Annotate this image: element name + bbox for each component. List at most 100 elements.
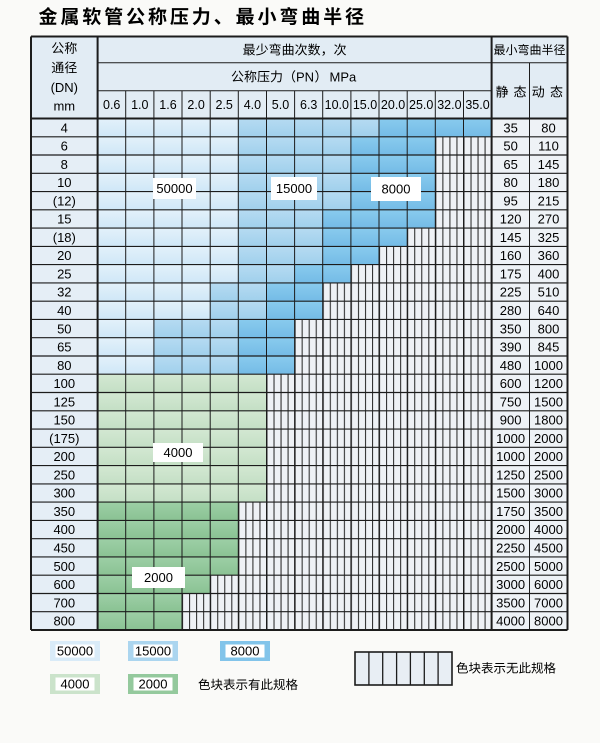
svg-text:750: 750: [500, 394, 522, 409]
svg-text:1500: 1500: [496, 486, 525, 501]
svg-text:(18): (18): [53, 230, 76, 245]
svg-text:250: 250: [53, 467, 75, 482]
svg-text:800: 800: [53, 614, 75, 629]
svg-text:40: 40: [57, 303, 71, 318]
svg-text:4500: 4500: [534, 541, 563, 556]
svg-text:125: 125: [53, 394, 75, 409]
svg-text:600: 600: [500, 376, 522, 391]
svg-text:145: 145: [538, 157, 560, 172]
svg-text:65: 65: [57, 340, 71, 355]
svg-text:8000: 8000: [534, 614, 563, 629]
svg-text:10.0: 10.0: [325, 98, 349, 112]
svg-text:400: 400: [538, 267, 560, 282]
svg-text:900: 900: [500, 413, 522, 428]
svg-text:2000: 2000: [496, 522, 525, 537]
svg-text:50: 50: [503, 139, 517, 154]
svg-text:8000: 8000: [382, 182, 411, 197]
svg-text:35.0: 35.0: [465, 98, 489, 112]
svg-text:215: 215: [538, 193, 560, 208]
svg-text:1000: 1000: [534, 358, 563, 373]
svg-text:1.0: 1.0: [131, 98, 148, 112]
svg-text:mm: mm: [53, 99, 75, 114]
svg-text:150: 150: [53, 413, 75, 428]
svg-text:450: 450: [53, 541, 75, 556]
svg-text:6: 6: [61, 139, 68, 154]
svg-text:15000: 15000: [135, 644, 171, 659]
svg-text:2.0: 2.0: [187, 98, 204, 112]
svg-text:4: 4: [61, 120, 68, 135]
svg-text:4000: 4000: [61, 677, 90, 692]
svg-text:700: 700: [53, 595, 75, 610]
svg-text:8: 8: [61, 157, 68, 172]
svg-text:1000: 1000: [496, 431, 525, 446]
svg-text:5.0: 5.0: [272, 98, 289, 112]
svg-text:25.0: 25.0: [409, 98, 433, 112]
svg-text:35: 35: [503, 120, 517, 135]
svg-text:350: 350: [500, 321, 522, 336]
svg-text:3000: 3000: [496, 577, 525, 592]
svg-text:360: 360: [538, 248, 560, 263]
svg-text:0.6: 0.6: [103, 98, 120, 112]
svg-text:6.3: 6.3: [300, 98, 317, 112]
svg-text:2000: 2000: [144, 570, 173, 585]
svg-text:640: 640: [538, 303, 560, 318]
svg-text:175: 175: [500, 267, 522, 282]
svg-text:1250: 1250: [496, 467, 525, 482]
svg-text:350: 350: [53, 504, 75, 519]
svg-text:5000: 5000: [534, 559, 563, 574]
svg-text:4000: 4000: [496, 614, 525, 629]
svg-text:480: 480: [500, 358, 522, 373]
svg-text:1000: 1000: [496, 449, 525, 464]
svg-text:95: 95: [503, 193, 517, 208]
svg-text:2.5: 2.5: [216, 98, 233, 112]
svg-text:50: 50: [57, 321, 71, 336]
svg-text:325: 325: [538, 230, 560, 245]
svg-text:3000: 3000: [534, 486, 563, 501]
svg-text:1200: 1200: [534, 376, 563, 391]
svg-text:(175): (175): [49, 431, 79, 446]
svg-text:25: 25: [57, 267, 71, 282]
svg-text:1800: 1800: [534, 413, 563, 428]
svg-text:280: 280: [500, 303, 522, 318]
svg-text:160: 160: [500, 248, 522, 263]
svg-text:(12): (12): [53, 193, 76, 208]
svg-text:1500: 1500: [534, 394, 563, 409]
svg-text:845: 845: [538, 340, 560, 355]
svg-text:500: 500: [53, 559, 75, 574]
svg-text:2000: 2000: [534, 449, 563, 464]
svg-text:6000: 6000: [534, 577, 563, 592]
svg-text:50000: 50000: [57, 644, 93, 659]
svg-text:3500: 3500: [496, 595, 525, 610]
svg-text:120: 120: [500, 212, 522, 227]
svg-text:600: 600: [53, 577, 75, 592]
svg-text:3500: 3500: [534, 504, 563, 519]
svg-text:2000: 2000: [534, 431, 563, 446]
svg-text:180: 180: [538, 175, 560, 190]
svg-text:800: 800: [538, 321, 560, 336]
svg-text:200: 200: [53, 449, 75, 464]
svg-text:MPa: MPa: [330, 69, 358, 84]
svg-text:32: 32: [57, 285, 71, 300]
svg-text:80: 80: [541, 120, 555, 135]
svg-text:2500: 2500: [534, 467, 563, 482]
svg-text:400: 400: [53, 522, 75, 537]
svg-text:80: 80: [57, 358, 71, 373]
svg-text:4.0: 4.0: [244, 98, 261, 112]
svg-text:20: 20: [57, 248, 71, 263]
svg-text:145: 145: [500, 230, 522, 245]
svg-text:8000: 8000: [231, 644, 260, 659]
svg-text:80: 80: [503, 175, 517, 190]
svg-text:2250: 2250: [496, 541, 525, 556]
svg-text:2500: 2500: [496, 559, 525, 574]
svg-text:(DN): (DN): [51, 80, 78, 95]
svg-text:PN: PN: [296, 69, 314, 84]
svg-text:4000: 4000: [534, 522, 563, 537]
svg-text:15.0: 15.0: [353, 98, 377, 112]
svg-text:20.0: 20.0: [381, 98, 405, 112]
svg-text:15: 15: [57, 212, 71, 227]
svg-text:300: 300: [53, 486, 75, 501]
svg-text:10: 10: [57, 175, 71, 190]
svg-text:110: 110: [538, 139, 559, 154]
svg-text:7000: 7000: [534, 595, 563, 610]
svg-text:15000: 15000: [276, 181, 312, 196]
